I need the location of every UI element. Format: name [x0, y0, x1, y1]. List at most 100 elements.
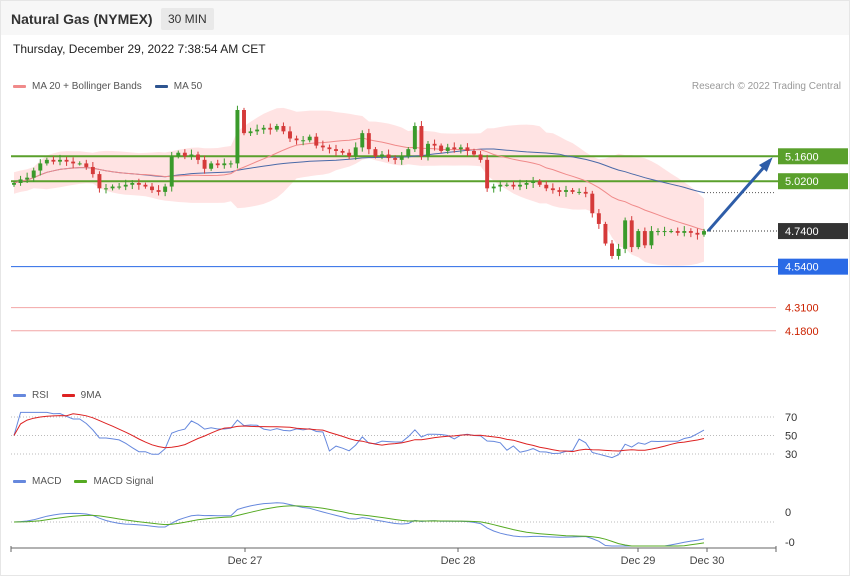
- candle: [386, 149, 391, 162]
- candle: [110, 184, 115, 191]
- candle-body: [393, 158, 398, 160]
- candle-body: [550, 188, 555, 191]
- timeframe-selector[interactable]: 30 MIN: [161, 8, 214, 30]
- candle: [537, 179, 542, 187]
- candle: [504, 182, 509, 187]
- candle: [518, 179, 522, 191]
- candle: [196, 151, 200, 165]
- candle: [485, 154, 490, 192]
- candle: [169, 152, 174, 192]
- candle-body: [537, 181, 542, 185]
- x-tick-label: Dec 30: [690, 555, 725, 567]
- candle-body: [143, 184, 148, 187]
- candle-body: [688, 231, 693, 233]
- rsi-tick-label: 70: [785, 412, 797, 424]
- candle-body: [255, 129, 260, 132]
- candle: [570, 187, 575, 195]
- candle: [97, 171, 102, 193]
- candle-body: [426, 143, 430, 157]
- candle: [288, 126, 292, 143]
- candle-body: [353, 147, 358, 157]
- x-tick-label: Dec 28: [441, 555, 476, 567]
- candle-body: [485, 159, 490, 189]
- candle: [294, 135, 299, 145]
- candle-body: [406, 149, 411, 157]
- candle: [228, 160, 233, 168]
- candle-body: [209, 163, 214, 169]
- rsi-ma-legend-label: 9MA: [80, 390, 102, 401]
- macd-swatch: [13, 480, 26, 483]
- candle-body: [327, 147, 332, 150]
- candle: [636, 228, 641, 250]
- candle: [320, 140, 325, 151]
- candle-body: [458, 147, 463, 150]
- candle: [77, 161, 82, 166]
- candle-body: [117, 186, 122, 188]
- candle-body: [544, 184, 549, 189]
- candle: [301, 135, 306, 146]
- candle-body: [616, 248, 621, 256]
- candle: [307, 134, 312, 143]
- candle: [360, 130, 365, 152]
- candle-body: [268, 127, 273, 130]
- candle: [334, 144, 338, 156]
- candle: [242, 107, 246, 136]
- candle-body: [432, 143, 437, 146]
- candle: [511, 181, 516, 190]
- candle-body: [294, 138, 299, 141]
- candle-body: [412, 126, 417, 150]
- candle-body: [84, 163, 89, 167]
- candle: [255, 124, 260, 135]
- candle: [340, 148, 345, 155]
- candle: [117, 182, 122, 190]
- ma20-swatch: [13, 85, 26, 88]
- candle-body: [557, 190, 562, 192]
- candle: [596, 208, 601, 229]
- candle-body: [564, 190, 568, 192]
- candle: [465, 143, 470, 156]
- level-label-box: [778, 223, 848, 240]
- candle: [452, 142, 457, 153]
- candle: [623, 217, 628, 254]
- candle-body: [235, 110, 240, 164]
- candle-body: [472, 150, 476, 155]
- candle: [393, 155, 398, 165]
- candle: [380, 150, 384, 160]
- rsi-swatch: [13, 394, 26, 397]
- rsi-tick-label: 30: [785, 449, 797, 461]
- candle-body: [320, 145, 325, 148]
- candle-body: [610, 243, 614, 256]
- candle: [702, 228, 706, 237]
- candle: [90, 161, 95, 178]
- candle-body: [590, 193, 595, 214]
- candle-body: [511, 184, 516, 187]
- candle-body: [274, 126, 279, 130]
- candle-body: [38, 163, 43, 171]
- candle: [603, 221, 608, 246]
- candle-body: [478, 154, 483, 160]
- candle-body: [18, 179, 23, 183]
- level-label: 4.1800: [785, 326, 819, 338]
- chart-datetime: Thursday, December 29, 2022 7:38:54 AM C…: [13, 42, 266, 56]
- candle: [130, 180, 135, 190]
- candle-body: [656, 231, 660, 233]
- candle-body: [577, 191, 582, 193]
- candle: [432, 139, 437, 151]
- candle: [44, 157, 49, 166]
- candle-body: [31, 170, 36, 178]
- candle-body: [445, 147, 450, 151]
- candle-body: [340, 150, 345, 153]
- level-label: 4.3100: [785, 303, 819, 315]
- candle: [347, 149, 352, 160]
- rsi-ma-swatch: [61, 394, 75, 397]
- candle-body: [12, 182, 16, 185]
- level-label: 4.5400: [785, 262, 819, 274]
- candle: [58, 154, 62, 166]
- candle: [577, 188, 582, 195]
- candle-body: [202, 159, 207, 169]
- candle-body: [518, 184, 522, 187]
- candle: [123, 179, 128, 191]
- candle: [583, 186, 588, 198]
- projection-arrow-shaft: [706, 159, 772, 233]
